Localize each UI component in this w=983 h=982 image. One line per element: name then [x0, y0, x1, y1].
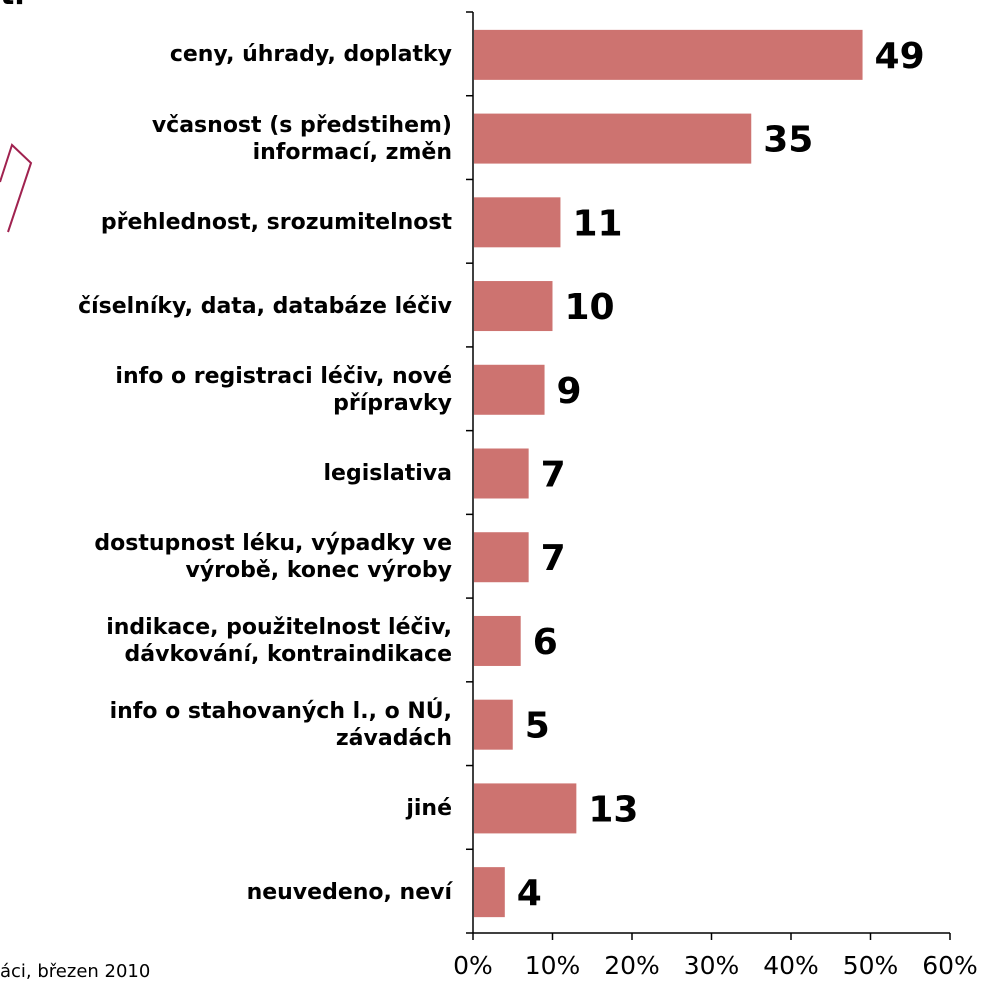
category-label-line: info o stahovaných l., o NÚ,	[109, 698, 452, 724]
footnote: áci, březen 2010	[0, 961, 151, 982]
data-label: 4	[517, 873, 542, 914]
x-tick-label: 30%	[684, 951, 740, 980]
data-label: 7	[541, 455, 566, 496]
decorative-shape-fragment	[0, 143, 33, 233]
category-label-line: číselníky, data, databáze léčiv	[78, 293, 452, 319]
category-label-line: výrobě, konec výroby	[185, 558, 452, 584]
x-tick-label: 60%	[922, 951, 978, 980]
bar	[474, 281, 553, 332]
category-label-line: ceny, úhrady, doplatky	[169, 42, 452, 68]
category-label-line: dávkování, kontraindikace	[124, 641, 452, 667]
title-fragment: ti	[0, 0, 25, 10]
data-label: 5	[525, 706, 550, 747]
x-tick-label: 50%	[843, 951, 899, 980]
category-label-line: závadách	[335, 725, 452, 751]
category-label-line: jiné	[406, 795, 452, 821]
data-label: 11	[572, 203, 622, 244]
category-label-line: informací, změn	[252, 139, 452, 165]
bar	[474, 197, 561, 248]
category-label: jiné	[0, 795, 452, 822]
category-label-line: indikace, použitelnost léčiv,	[106, 614, 452, 640]
category-label: včasnost (s předstihem) informací, změn	[0, 112, 452, 166]
bar	[474, 29, 863, 80]
data-label: 13	[588, 789, 638, 830]
category-label-line: legislativa	[323, 461, 452, 486]
category-label-line: přípravky	[333, 390, 452, 416]
category-label-line: včasnost (s předstihem)	[151, 112, 452, 138]
bar	[474, 532, 529, 583]
category-label: číselníky, data, databáze léčiv	[0, 293, 452, 320]
data-label: 7	[541, 538, 566, 579]
bar	[474, 448, 529, 499]
bar	[474, 699, 513, 750]
category-label-line: dostupnost léku, výpadky ve	[94, 531, 452, 557]
data-label: 6	[533, 622, 558, 663]
bar	[474, 113, 752, 164]
x-tick-label: 40%	[763, 951, 819, 980]
category-label-line: info o registraci léčiv, nové	[115, 363, 452, 389]
x-tick-label: 20%	[604, 951, 660, 980]
bar	[474, 867, 505, 918]
x-tick-label: 10%	[525, 951, 581, 980]
bar	[474, 615, 521, 666]
category-label: info o stahovaných l., o NÚ, závadách	[0, 698, 452, 752]
category-label: indikace, použitelnost léčiv, dávkování, …	[0, 614, 452, 668]
category-label: neuvedeno, neví	[0, 879, 452, 906]
category-label: info o registraci léčiv, nové přípravky	[0, 363, 452, 417]
bar	[474, 364, 545, 415]
category-label-line: přehlednost, srozumitelnost	[100, 209, 452, 235]
category-label: přehlednost, srozumitelnost	[0, 209, 452, 236]
category-label: legislativa	[0, 460, 452, 487]
bar	[474, 783, 577, 834]
category-label: ceny, úhrady, doplatky	[0, 41, 452, 68]
data-label: 10	[565, 287, 615, 328]
x-tick-label: 0%	[453, 951, 493, 980]
category-label: dostupnost léku, výpadky ve výrobě, konec…	[0, 530, 452, 584]
data-label: 35	[763, 120, 813, 161]
category-label-line: neuvedeno, neví	[246, 879, 452, 905]
data-label: 49	[875, 36, 925, 77]
data-label: 9	[557, 371, 582, 412]
